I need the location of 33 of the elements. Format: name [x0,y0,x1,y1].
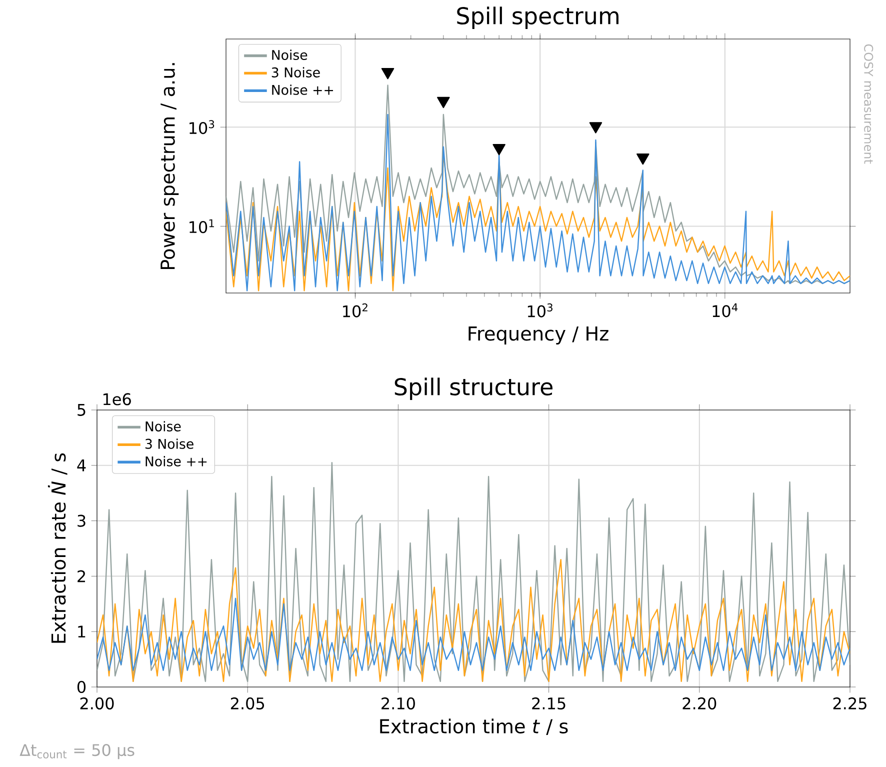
line-series [97,598,850,671]
x-tick-label: 2.05 [230,697,264,710]
text: Δt$_{count}$ = 50 μs [20,744,134,760]
y-tick-label: 3 [78,514,86,527]
legend-label: Noise [272,50,308,60]
x-tick-label: 2.20 [682,697,716,710]
legend-label: 3 Noise [145,438,194,449]
x-tick-label: 10$^{4}$ [712,303,738,318]
y-tick-label: 2 [78,570,85,582]
legend-label: Noise ++ [272,84,334,95]
y-tick-label: 10$^{1}$ [190,219,214,234]
y-tick-label: 0 [77,680,86,694]
chart-title: Spill structure [394,378,552,400]
y-axis-title: Power spectrum / a.u. [160,63,179,270]
legend-label: 3 Noise [272,67,320,78]
text: COSY measurement [864,44,874,164]
x-tick-label: 2.15 [532,697,566,710]
x-tick-label: 2.00 [80,697,114,710]
x-tick-label: 10$^{3}$ [528,303,552,318]
x-tick-label: 2.10 [382,697,415,710]
legend-label: Noise ++ [146,456,207,466]
y-tick-label: 1 [78,626,86,638]
text: 1e6 [103,393,131,406]
y-tick-label: 4 [77,460,86,472]
x-tick-label: 10$^{2}$ [343,303,368,318]
y-tick-label: 5 [78,404,86,416]
x-axis-title: Extraction time t / s [380,718,568,736]
chart-title: Spill spectrum [457,6,618,29]
line-series [97,558,850,682]
legend-label: Noise [146,421,181,432]
x-tick-label: 2.25 [833,697,866,710]
y-axis-title: Extraction rate Ṅ / s [48,453,68,643]
x-axis-title: Frequency / Hz [468,326,608,344]
